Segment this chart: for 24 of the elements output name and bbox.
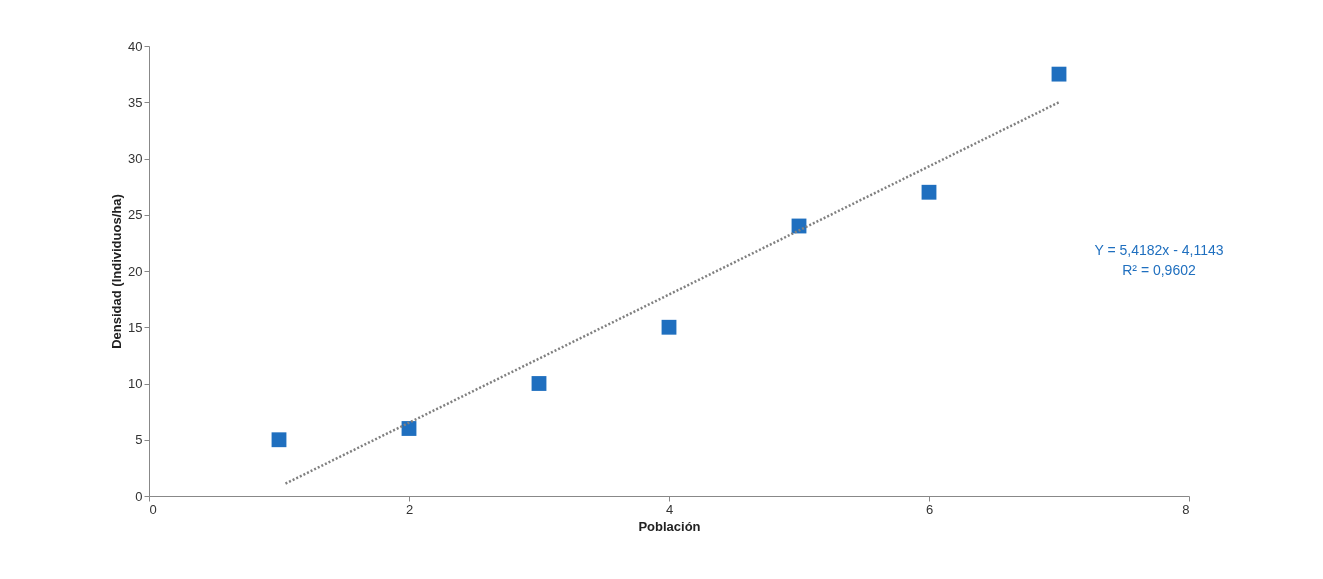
point xyxy=(921,184,937,200)
point xyxy=(1051,66,1067,82)
y-tick-label: 40 xyxy=(128,38,143,54)
y-tick-label: 25 xyxy=(128,207,143,223)
point xyxy=(531,376,547,391)
y-tick-label: 15 xyxy=(128,319,143,335)
x-tick-label: 4 xyxy=(665,501,674,517)
x-tick-label: 2 xyxy=(405,501,414,517)
x-tick-label: 8 xyxy=(1182,501,1190,517)
y-tick-label: 35 xyxy=(128,94,143,110)
annotation: R² = 0,9602 xyxy=(1122,261,1196,278)
point xyxy=(271,432,287,448)
y-axis-title: Densidad (Individuos/ha) xyxy=(109,194,125,349)
y-tick-label: 20 xyxy=(128,263,143,279)
annotation: Y = 5,4182x - 4,1143 xyxy=(1094,241,1224,258)
y-tick-label: 30 xyxy=(128,151,143,166)
y-tick-label: 0 xyxy=(135,488,143,504)
x-tick-label: 0 xyxy=(149,501,157,517)
point xyxy=(401,421,417,436)
y-tick-label: 5 xyxy=(135,432,143,448)
x-axis-title: Población xyxy=(638,518,701,534)
y-tick-label: 10 xyxy=(128,376,143,391)
point xyxy=(661,319,677,335)
x-tick-label: 6 xyxy=(925,501,934,517)
